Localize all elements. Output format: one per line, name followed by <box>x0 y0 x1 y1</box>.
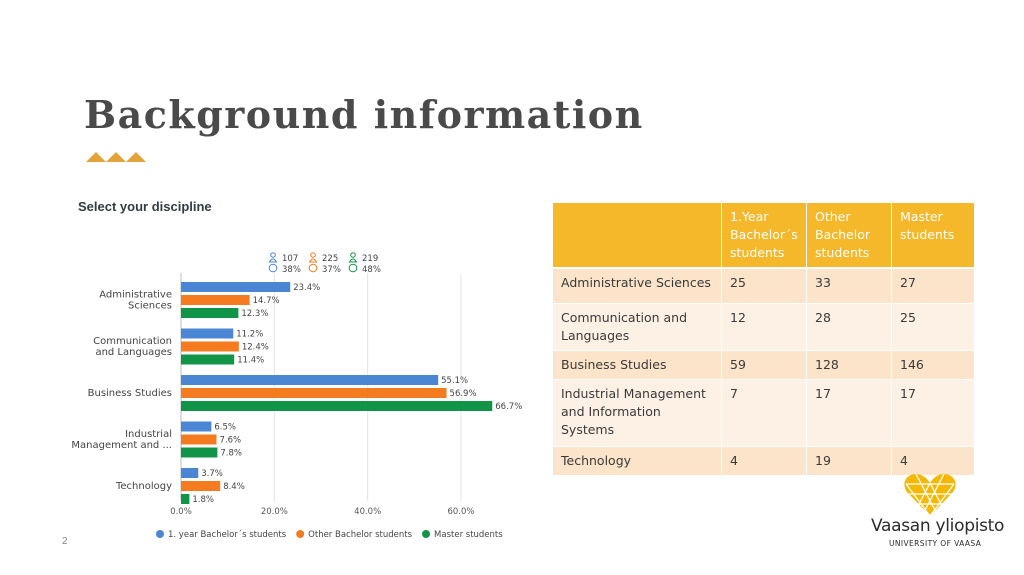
table-row: Communication and Languages 12 28 25 <box>553 303 974 351</box>
bar-value-label: 6.5% <box>214 423 236 433</box>
table-header-cell: Other Bachelor students <box>806 203 892 269</box>
bar-value-label: 55.1% <box>441 376 468 386</box>
respondent-ratio-icon <box>268 263 278 273</box>
bar-value-label: 14.7% <box>253 296 280 306</box>
table-cell: 17 <box>806 379 892 447</box>
person-icon <box>308 252 318 263</box>
table-cell: 33 <box>806 268 892 304</box>
table-cell: Technology <box>553 446 722 476</box>
table-header-cell: 1.Year Bachelor´s students <box>721 203 807 269</box>
table-cell: 128 <box>806 350 892 380</box>
table-cell: 7 <box>721 379 807 447</box>
x-tick-label: 40.0% <box>354 507 381 517</box>
category-label: Administrative <box>99 290 172 301</box>
respondent-count: 225 <box>322 254 338 264</box>
bar <box>181 434 217 445</box>
bar-value-label: 7.6% <box>219 436 241 446</box>
category-label: and Languages <box>95 347 172 358</box>
x-tick-label: 60.0% <box>447 507 474 517</box>
bar <box>181 295 250 305</box>
legend-marker <box>422 530 431 538</box>
table-header-cell: Master students <box>891 203 974 269</box>
bar-value-label: 8.4% <box>223 482 245 492</box>
person-icon <box>348 252 358 263</box>
bar-value-label: 12.3% <box>241 309 268 319</box>
table-cell: 17 <box>891 379 974 447</box>
category-label: Industrial <box>125 429 172 440</box>
bar <box>181 341 239 352</box>
category-label: Management and ... <box>71 440 172 451</box>
bar <box>181 375 439 385</box>
bar-value-label: 3.7% <box>201 469 223 479</box>
chart-title: Select your discipline <box>78 199 212 214</box>
bar <box>181 481 221 491</box>
university-logo-name: Vaasan yliopisto <box>871 516 1005 536</box>
respondent-ratio-icon <box>348 263 358 273</box>
page-number: 2 <box>62 536 68 547</box>
table-row: Business Studies 59 128 146 <box>553 350 974 380</box>
respondents-table: 1.Year Bachelor´s students Other Bachelo… <box>553 203 974 476</box>
table-cell: Communication and Languages <box>553 303 722 351</box>
table-cell: 146 <box>891 350 974 380</box>
legend-label: Other Bachelor students <box>308 530 412 540</box>
bar <box>181 447 218 458</box>
category-label: Sciences <box>128 301 172 312</box>
bar <box>181 328 234 339</box>
bar-value-label: 56.9% <box>450 389 477 399</box>
university-logo-subtitle: UNIVERSITY OF VAASA <box>889 539 982 548</box>
table-cell: Industrial Management and Information Sy… <box>553 379 722 447</box>
table-cell: 59 <box>721 350 807 380</box>
bar <box>181 308 239 318</box>
respondent-percent: 48% <box>362 265 381 275</box>
table-row: Technology 4 19 4 <box>553 446 974 476</box>
x-tick-label: 20.0% <box>261 507 288 517</box>
table-cell: 4 <box>721 446 807 476</box>
bar <box>181 421 212 432</box>
category-label: Business Studies <box>88 388 172 399</box>
respondent-count: 107 <box>282 254 298 264</box>
table-cell: 4 <box>891 446 974 476</box>
table-header-row: 1.Year Bachelor´s students Other Bachelo… <box>553 203 974 269</box>
legend-label: 1. year Bachelor´s students <box>168 529 287 540</box>
bar-value-label: 23.4% <box>293 283 320 293</box>
bar-value-label: 11.4% <box>237 356 264 366</box>
bar <box>181 494 190 504</box>
slide-title: Background information <box>84 92 644 137</box>
bar-value-label: 7.8% <box>220 449 242 459</box>
x-tick-label: 0.0% <box>170 507 192 517</box>
bar <box>181 354 235 365</box>
legend-marker <box>296 530 305 538</box>
legend-label: Master students <box>434 530 503 540</box>
category-label: Technology <box>115 481 172 492</box>
table-cell: Business Studies <box>553 350 722 380</box>
bar <box>181 282 291 292</box>
bar-value-label: 1.8% <box>192 495 214 505</box>
table-row: Industrial Management and Information Sy… <box>553 379 974 447</box>
table-row: Administrative Sciences 25 33 27 <box>553 268 974 304</box>
table-cell: 25 <box>891 303 974 351</box>
table-cell: Administrative Sciences <box>553 268 722 304</box>
bar-value-label: 66.7% <box>495 402 522 412</box>
decorative-triangles <box>86 152 146 162</box>
bar-value-label: 12.4% <box>242 343 269 353</box>
bar-value-label: 11.2% <box>236 330 263 340</box>
bar <box>181 388 447 398</box>
category-label: Communication <box>93 336 172 347</box>
table-cell: 25 <box>721 268 807 304</box>
bar <box>181 468 199 478</box>
respondent-ratio-icon <box>308 263 318 273</box>
bar <box>181 401 493 411</box>
respondent-percent: 37% <box>322 265 341 275</box>
table-cell: 27 <box>891 268 974 304</box>
university-heart-logo <box>904 473 956 517</box>
legend-marker <box>156 530 164 538</box>
table-cell: 28 <box>806 303 892 351</box>
table-cell: 19 <box>806 446 892 476</box>
respondent-percent: 38% <box>282 265 301 275</box>
person-icon <box>268 252 278 263</box>
table-header-cell <box>553 203 722 269</box>
respondent-count: 219 <box>362 254 378 264</box>
table-cell: 12 <box>721 303 807 351</box>
